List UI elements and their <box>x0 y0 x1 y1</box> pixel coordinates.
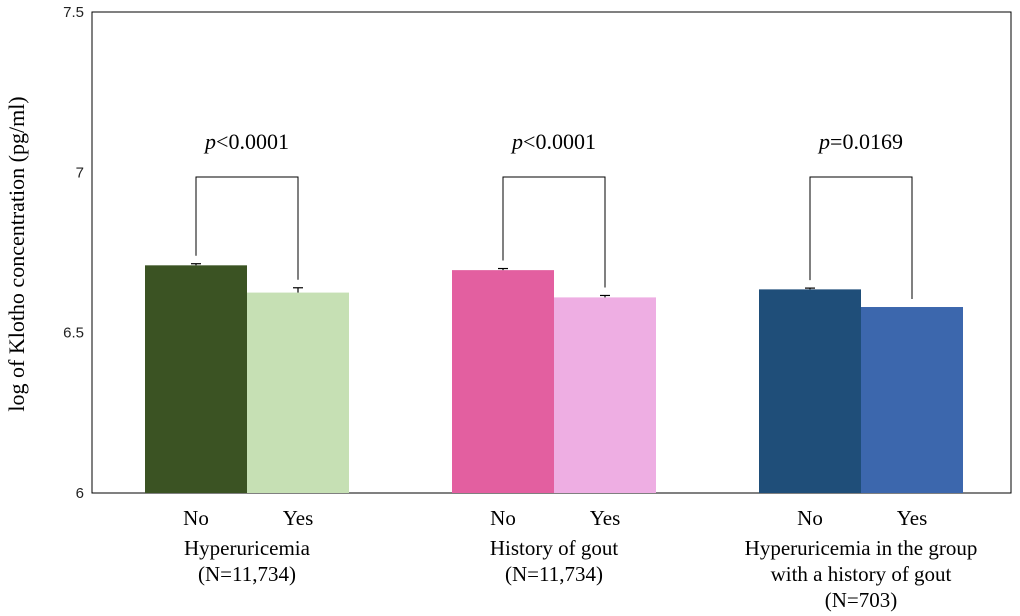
bar-no <box>452 270 554 493</box>
y-axis-ticks: 6 6.5 7 7.5 <box>63 4 84 502</box>
p-symbol: p <box>203 129 216 154</box>
p-value-annotation: p<0.0001 <box>203 129 289 154</box>
y-tick-label: 6 <box>76 485 84 502</box>
group-label-line: Hyperuricemia in the group <box>745 536 978 560</box>
p-symbol: p <box>510 129 523 154</box>
y-tick-label: 7.5 <box>63 4 84 21</box>
p-value: <0.0001 <box>216 129 289 154</box>
category-label-no: No <box>490 506 516 530</box>
group-label-line: (N=11,734) <box>505 562 603 586</box>
bars-layer <box>145 263 963 493</box>
group-label-line: (N=703) <box>825 588 898 612</box>
bar-yes <box>554 297 656 493</box>
y-axis-label: log of Klotho concentration (pg/ml) <box>4 96 29 411</box>
p-value: =0.0169 <box>830 129 903 154</box>
y-tick-label: 6.5 <box>63 325 84 342</box>
bar-yes <box>247 292 349 493</box>
group-label-line: History of gout <box>490 536 618 560</box>
category-label-no: No <box>183 506 209 530</box>
significance-bracket <box>502 176 606 288</box>
significance-bracket <box>809 176 913 300</box>
bar-no <box>145 265 247 493</box>
significance-bracket <box>195 176 299 280</box>
p-symbol: p <box>817 129 830 154</box>
y-tick-label: 7 <box>76 164 84 181</box>
category-label-yes: Yes <box>283 506 314 530</box>
category-label-yes: Yes <box>897 506 928 530</box>
category-label-yes: Yes <box>590 506 621 530</box>
group-label-line: Hyperuricemia <box>184 536 311 560</box>
group-label-line: (N=11,734) <box>198 562 296 586</box>
p-value-annotation: p=0.0169 <box>817 129 903 154</box>
significance-brackets: p<0.0001 p<0.0001 p=0.0169 <box>195 129 913 300</box>
p-value: <0.0001 <box>523 129 596 154</box>
bar-yes <box>861 307 963 493</box>
bar-no <box>759 289 861 493</box>
group-label-line: with a history of gout <box>771 562 952 586</box>
category-label-no: No <box>797 506 823 530</box>
p-value-annotation: p<0.0001 <box>510 129 596 154</box>
